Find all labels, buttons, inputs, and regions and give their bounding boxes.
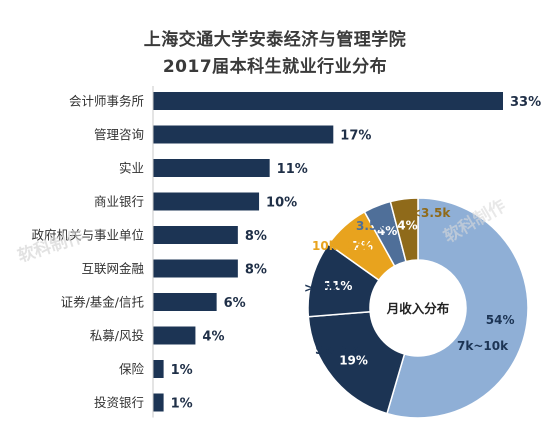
slice-value-label: 11%	[324, 279, 353, 293]
slice-value-label: 54%	[486, 313, 515, 327]
bar-value-label: 11%	[277, 162, 308, 177]
bar-value-label: 33%	[510, 95, 541, 110]
slice-value-label: 4%	[397, 219, 417, 233]
bar	[153, 192, 260, 211]
bar-category-label: 管理咨询	[94, 127, 144, 142]
bar-category-label: 商业银行	[94, 194, 144, 209]
bar-category-label: 互联网金融	[81, 261, 144, 276]
bar	[153, 360, 164, 378]
bar-category-label: 保险	[119, 362, 145, 377]
donut-hole	[371, 261, 465, 355]
bar	[153, 259, 238, 278]
bar-value-label: 4%	[202, 330, 224, 345]
bar-value-label: 8%	[245, 229, 267, 244]
slice-value-label: 19%	[339, 353, 368, 367]
donut-center-label: 月收入分布	[386, 301, 450, 316]
bar-value-label: 10%	[266, 196, 297, 211]
chart-title-line-2: 2017届本科生就业行业分布	[162, 57, 388, 77]
slice-category-label: 5k~7k	[315, 343, 359, 357]
slice-category-label: 10k~15k	[312, 239, 372, 253]
donut-chart: 54%7k~10k19%5k~7k11%>15k7%10k~15k4%3.5k~…	[304, 197, 529, 419]
bar-category-label: 实业	[119, 161, 144, 176]
bar-category-label: 投资银行	[94, 395, 144, 410]
bar	[153, 92, 503, 110]
chart-title-line-1: 上海交通大学安泰经济与管理学院	[143, 30, 407, 50]
bar-category-label: 会计师事务所	[69, 94, 144, 109]
donut-slice	[389, 197, 419, 263]
bar	[153, 159, 270, 177]
donut-slice	[307, 310, 406, 415]
bar-value-label: 1%	[171, 363, 193, 378]
bar	[153, 393, 164, 412]
bar	[153, 326, 196, 345]
bar-value-label: 1%	[171, 397, 193, 412]
slice-category-label: >15k	[304, 281, 340, 295]
donut-slice	[386, 197, 529, 419]
slice-value-label: 4%	[377, 224, 397, 238]
slice-value-label: 7%	[352, 239, 372, 253]
slice-category-label: 7k~10k	[457, 339, 509, 353]
bar-value-label: 8%	[245, 263, 267, 278]
bar-category-label: 证券/基金/信托	[61, 295, 144, 310]
bar-value-label: 6%	[224, 296, 246, 311]
bar	[153, 226, 238, 244]
bar	[153, 293, 217, 311]
bar-value-label: 17%	[340, 129, 371, 144]
bar-category-label: 私募/风投	[90, 328, 144, 343]
bar-category-label: 政府机关与事业单位	[31, 228, 144, 243]
slice-category-label: <3.5k	[411, 206, 451, 220]
bar	[153, 125, 334, 144]
bar-chart: 会计师事务所 33% 管理咨询 17% 实业 11% 商业银行 10% 政府机关与事业单位 8% 互…	[31, 86, 541, 418]
